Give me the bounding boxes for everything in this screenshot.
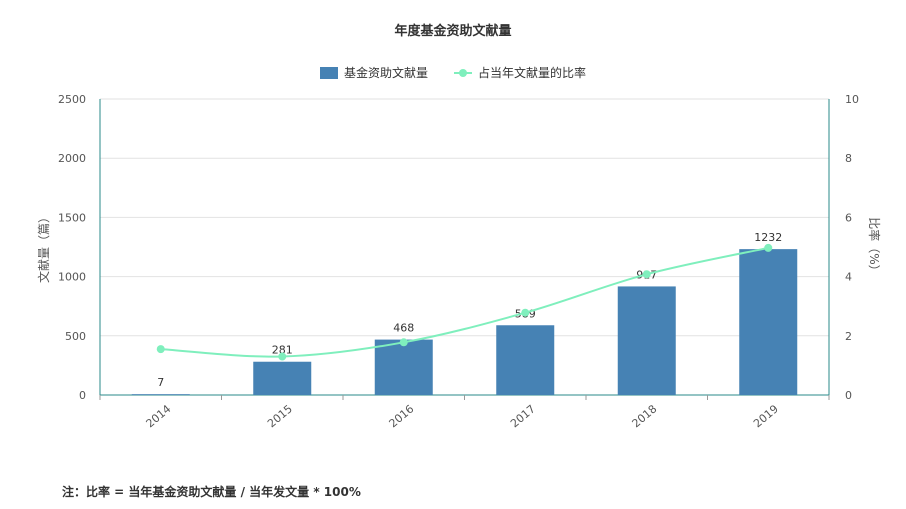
- x-tick-label: 2018: [630, 402, 660, 430]
- ratio-point: [278, 352, 287, 361]
- y-tick-label: 500: [65, 330, 86, 343]
- ratio-line: [160, 246, 769, 358]
- bar: [739, 249, 798, 395]
- x-tick-label: 2019: [751, 402, 781, 430]
- x-tick-label: 2015: [265, 402, 295, 430]
- footnote: 注：比率 = 当年基金资助文献量 / 当年发文量 * 100%: [62, 485, 361, 499]
- legend-bar-swatch: [319, 66, 338, 79]
- legend-item-line[interactable]: 占当年文献量的比率: [454, 64, 586, 81]
- y2-tick-label: 8: [845, 152, 852, 165]
- y-tick-label: 2500: [58, 93, 86, 106]
- x-tick-label: 2016: [387, 402, 417, 430]
- bar: [131, 394, 190, 395]
- y-tick-label: 1000: [58, 271, 86, 284]
- chart-title: 年度基金资助文献量: [394, 24, 512, 39]
- y2-tick-label: 6: [845, 211, 852, 224]
- ratio-point: [764, 243, 773, 252]
- y2-axis-title: 比率（%）: [867, 217, 882, 276]
- y-tick-label: 2000: [58, 152, 86, 165]
- legend: 基金资助文献量 占当年文献量的比率: [0, 64, 906, 81]
- ratio-point: [642, 270, 651, 279]
- ratio-point: [521, 308, 530, 317]
- legend-line-swatch: [454, 67, 472, 79]
- bar: [374, 339, 433, 395]
- bar-value-label: 468: [393, 322, 414, 335]
- bar: [253, 361, 312, 395]
- y-axis-title: 文献量（篇）: [36, 211, 51, 283]
- y2-tick-label: 2: [845, 330, 852, 343]
- y2-tick-label: 10: [845, 93, 859, 106]
- y-tick-label: 0: [79, 389, 86, 402]
- ratio-point: [156, 345, 165, 354]
- bar-value-label: 281: [272, 344, 293, 357]
- ratio-point: [399, 338, 408, 347]
- bar-value-label: 7: [157, 376, 164, 389]
- y-tick-label: 1500: [58, 211, 86, 224]
- x-tick-label: 2014: [144, 402, 174, 430]
- bar-value-label: 1232: [754, 231, 782, 244]
- y2-tick-label: 4: [845, 271, 852, 284]
- y2-tick-label: 0: [845, 389, 852, 402]
- legend-line-label: 占当年文献量的比率: [478, 66, 587, 80]
- bar: [496, 325, 555, 395]
- bar: [617, 286, 676, 395]
- legend-item-bar[interactable]: 基金资助文献量: [319, 64, 428, 81]
- legend-bar-label: 基金资助文献量: [343, 66, 428, 80]
- x-tick-label: 2017: [508, 402, 538, 430]
